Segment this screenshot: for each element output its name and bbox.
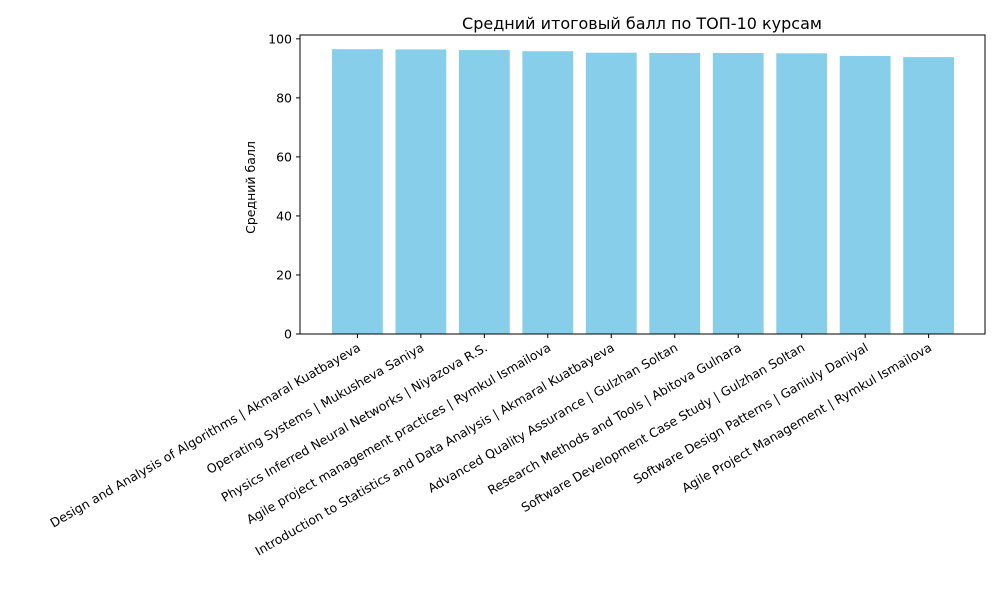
plot-area-frame	[299, 34, 986, 335]
bar-6	[649, 53, 701, 334]
y-tick-label-4: 80	[276, 90, 292, 105]
y-tick-label-5: 100	[268, 31, 292, 46]
bar-5	[585, 52, 637, 335]
y-tick-label-0: 0	[284, 327, 292, 342]
bar-2	[395, 49, 447, 335]
y-tick-label-1: 20	[276, 267, 292, 282]
bar-7	[712, 53, 764, 334]
bar-1	[332, 49, 383, 335]
bar-10	[903, 57, 955, 334]
bar-8	[776, 53, 828, 335]
chart-title: Средний итоговый балл по ТОП-10 курсам	[462, 14, 822, 33]
x-tick-label-9: Software Design Patterns | Ganiuly Daniy…	[631, 340, 871, 487]
x-axis-ticks: Design and Analysis of Algorithms | Akma…	[47, 334, 934, 559]
bar-3	[458, 50, 510, 335]
y-tick-label-2: 40	[276, 208, 292, 223]
y-tick-label-3: 60	[276, 149, 292, 164]
y-axis-ticks: 0 20 40 60 80 100	[268, 31, 300, 342]
bar-4	[522, 51, 574, 334]
bars-group	[332, 49, 955, 335]
y-axis-label: Средний балл	[243, 141, 258, 234]
bar-9	[839, 55, 891, 335]
